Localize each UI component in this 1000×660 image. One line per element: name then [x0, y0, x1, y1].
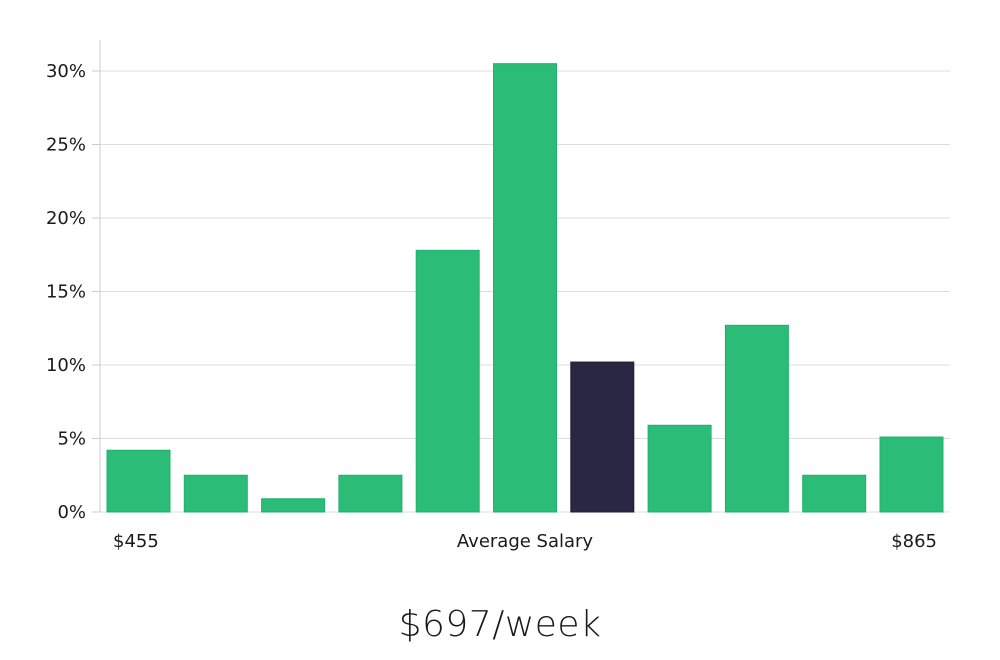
x-end-label: $865 — [891, 531, 937, 552]
y-tick-label: 15% — [46, 282, 86, 303]
bar-highlighted — [570, 361, 635, 513]
x-start-label: $455 — [113, 531, 159, 552]
bar — [802, 474, 867, 513]
bar — [724, 324, 789, 513]
average-salary-headline: $697/week — [398, 604, 602, 645]
y-tick-label: 30% — [46, 61, 86, 82]
y-tick-label: 20% — [46, 208, 86, 229]
bars — [106, 63, 944, 513]
bar — [261, 498, 326, 513]
y-tick-label: 5% — [57, 429, 86, 450]
bar — [106, 449, 171, 513]
y-tick-label: 10% — [46, 355, 86, 376]
y-tick-label: 0% — [57, 502, 86, 523]
bar — [493, 63, 557, 513]
y-axis-ticks: 0% 5% 10% 15% 20% 25% 30% — [46, 61, 100, 523]
bar — [879, 436, 944, 513]
bar — [415, 249, 480, 513]
bar — [183, 474, 248, 513]
salary-histogram: 0%5%10%15%20%25%30% $455 Average Salary … — [46, 40, 950, 552]
bar — [647, 424, 712, 513]
bar — [338, 474, 403, 513]
x-axis-label: Average Salary — [457, 531, 594, 552]
y-tick-label: 25% — [46, 135, 86, 156]
